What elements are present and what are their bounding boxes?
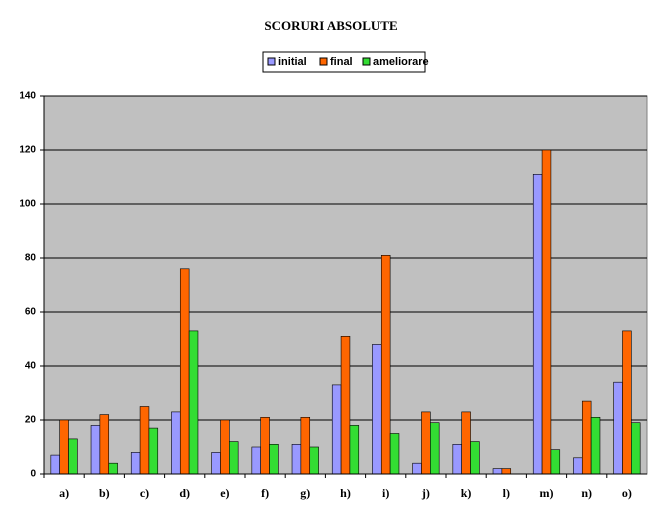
bar (541, 149, 552, 475)
bar (309, 446, 319, 475)
bar (492, 468, 503, 475)
bar (430, 422, 440, 475)
bar (220, 419, 230, 475)
bar (452, 443, 462, 475)
legend-label: ameliorare (373, 56, 429, 68)
bar (260, 416, 270, 475)
x-tick-label: k) (461, 486, 472, 500)
x-tick-label: d) (179, 486, 190, 500)
bar (50, 454, 60, 475)
x-tick-label: m) (540, 486, 554, 500)
bar (130, 452, 141, 475)
bar (550, 449, 561, 475)
y-tick-label: 0 (30, 469, 36, 480)
y-tick-label: 140 (19, 91, 36, 102)
bar (349, 425, 360, 475)
bar (90, 425, 101, 475)
y-tick-label: 120 (19, 145, 36, 156)
x-tick-label: b) (99, 486, 110, 500)
legend (262, 51, 426, 73)
bar (389, 433, 400, 475)
bar (581, 400, 592, 475)
bar (622, 330, 632, 475)
x-tick-label: c) (140, 486, 149, 500)
bar (291, 443, 302, 475)
chart-title: SCORURI ABSOLUTE (264, 18, 397, 33)
bar (211, 452, 221, 475)
bar (148, 427, 159, 475)
bar (631, 422, 641, 475)
y-tick-label: 20 (25, 415, 37, 426)
y-tick-label: 60 (25, 307, 37, 318)
bar (340, 335, 351, 475)
bar (188, 330, 199, 475)
bar (501, 468, 512, 475)
bar (590, 416, 601, 475)
bar (613, 381, 623, 475)
legend-label: initial (278, 56, 307, 68)
bar (99, 414, 110, 475)
bar (421, 411, 431, 475)
bar (108, 462, 118, 475)
bar (532, 174, 543, 475)
x-tick-label: f) (261, 486, 269, 500)
x-tick-label: l) (503, 486, 510, 500)
bar (372, 344, 382, 475)
y-tick-label: 80 (25, 253, 37, 264)
bar (470, 441, 480, 475)
bar (380, 255, 391, 475)
legend-swatch (267, 57, 276, 66)
legend-label: final (330, 56, 353, 68)
bar (229, 441, 239, 475)
x-tick-label: o) (622, 486, 632, 500)
bar (331, 384, 342, 475)
x-tick-label: j) (421, 486, 430, 500)
x-tick-label: i) (382, 486, 389, 500)
x-tick-label: a) (59, 486, 69, 500)
x-tick-label: h) (340, 486, 351, 500)
bar (171, 411, 181, 475)
bar (461, 411, 471, 475)
x-tick-label: n) (581, 486, 592, 500)
x-tick-label: e) (220, 486, 229, 500)
legend-swatch (319, 57, 328, 66)
legend-swatch (362, 57, 371, 66)
bar (68, 438, 78, 475)
y-tick-label: 40 (25, 361, 37, 372)
bar (139, 406, 150, 475)
bar (412, 462, 422, 475)
x-tick-label: g) (300, 486, 310, 500)
bar (300, 416, 311, 475)
bar (59, 419, 69, 475)
bar (251, 446, 261, 475)
bar (179, 268, 190, 475)
bar (573, 457, 583, 475)
y-tick-label: 100 (19, 199, 36, 210)
bar (269, 443, 279, 475)
